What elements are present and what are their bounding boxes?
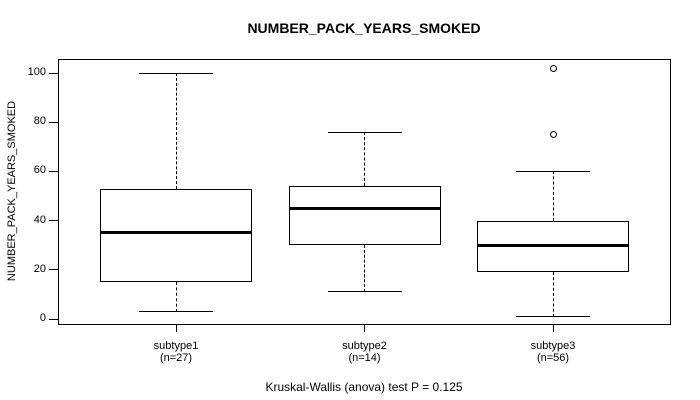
- iqr-box: [100, 188, 252, 283]
- y-tick-label: 20: [33, 262, 46, 275]
- iqr-box: [288, 186, 441, 246]
- median-line: [288, 206, 441, 210]
- y-tick-label: 0: [39, 312, 46, 324]
- x-group-label: subtype2 (n=14): [295, 340, 435, 364]
- y-axis-tick: [49, 318, 58, 320]
- group-name: subtype3: [530, 340, 576, 352]
- upper-whisker-cap: [139, 72, 213, 74]
- y-axis-tick: [49, 72, 58, 74]
- y-axis-tick: [49, 121, 58, 123]
- y-axis-tick: [49, 269, 58, 271]
- x-axis-tick: [552, 324, 554, 332]
- y-tick-label: 40: [33, 213, 46, 226]
- y-axis-tick: [49, 170, 58, 172]
- upper-whisker-cap: [327, 131, 402, 133]
- lower-whisker-line: [364, 245, 365, 292]
- lower-whisker-line: [175, 282, 177, 312]
- median-line: [100, 231, 252, 235]
- group-name: subtype1: [153, 340, 199, 352]
- lower-whisker-cap: [516, 316, 590, 318]
- lower-whisker-cap: [327, 291, 402, 293]
- upper-whisker-line: [364, 132, 365, 187]
- median-line: [477, 243, 629, 247]
- outlier-point: [549, 64, 557, 72]
- chart-title: NUMBER_PACK_YEARS_SMOKED: [247, 20, 481, 36]
- outlier-point: [549, 131, 557, 138]
- upper-whisker-line: [175, 73, 177, 189]
- lower-whisker-line: [552, 272, 554, 317]
- footnote: Kruskal-Wallis (anova) test P = 0.125: [265, 380, 463, 394]
- x-axis-tick: [364, 324, 365, 332]
- group-n: (n=14): [348, 352, 381, 364]
- lower-whisker-cap: [139, 311, 213, 313]
- x-group-label: subtype1 (n=27): [106, 340, 246, 364]
- upper-whisker-line: [552, 171, 554, 221]
- x-axis-tick: [175, 324, 177, 332]
- group-n: (n=56): [536, 352, 570, 364]
- y-tick-label: 80: [33, 115, 46, 128]
- y-tick-label: 60: [33, 164, 46, 177]
- group-name: subtype2: [342, 340, 387, 352]
- group-n: (n=27): [159, 352, 193, 364]
- upper-whisker-cap: [516, 170, 590, 172]
- y-tick-label: 100: [27, 66, 46, 78]
- x-group-label: subtype3 (n=56): [483, 340, 623, 364]
- y-axis-tick: [49, 220, 58, 222]
